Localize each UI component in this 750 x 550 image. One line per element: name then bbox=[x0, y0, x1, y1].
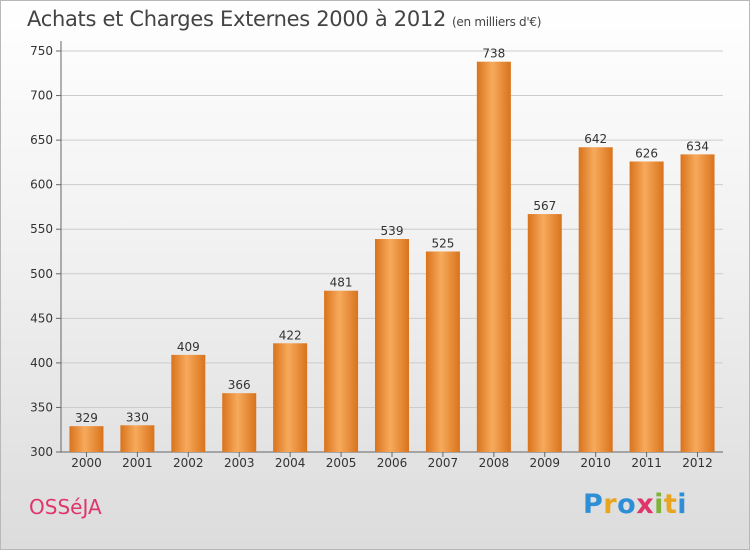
data-label: 567 bbox=[533, 199, 556, 213]
chart-unit: (en milliers d'€) bbox=[452, 15, 542, 29]
x-tick-label: 2008 bbox=[479, 456, 510, 470]
commune-name: OSSéJA bbox=[29, 495, 102, 519]
x-tick-label: 2005 bbox=[326, 456, 357, 470]
data-label: 366 bbox=[228, 378, 251, 392]
data-label: 642 bbox=[584, 132, 607, 146]
y-tick-label: 300 bbox=[30, 445, 53, 459]
y-tick-label: 600 bbox=[30, 178, 53, 192]
data-label: 539 bbox=[381, 224, 404, 238]
data-label: 330 bbox=[126, 410, 149, 424]
data-label: 329 bbox=[75, 411, 98, 425]
x-tick-label: 2009 bbox=[529, 456, 560, 470]
y-tick-label: 700 bbox=[30, 89, 53, 103]
bar-2007 bbox=[425, 251, 460, 452]
data-label: 409 bbox=[177, 340, 200, 354]
x-tick-label: 2000 bbox=[71, 456, 102, 470]
x-tick-label: 2003 bbox=[224, 456, 255, 470]
x-tick-label: 2007 bbox=[428, 456, 459, 470]
y-tick-label: 350 bbox=[30, 400, 53, 414]
proxiti-logo-letter: t bbox=[663, 489, 678, 520]
x-tick-label: 2001 bbox=[122, 456, 153, 470]
bar-2000 bbox=[69, 426, 104, 452]
y-tick-label: 650 bbox=[30, 133, 53, 147]
proxiti-logo-letter: x bbox=[636, 489, 655, 520]
x-tick-label: 2004 bbox=[275, 456, 306, 470]
data-label: 626 bbox=[635, 146, 658, 160]
y-tick-label: 450 bbox=[30, 311, 53, 325]
proxiti-logo-letter: r bbox=[603, 489, 618, 520]
labels: 300 350 400 450 500 550 600 650 700 750 2000 329 200… bbox=[30, 44, 713, 470]
proxiti-logo-letter: P bbox=[583, 489, 604, 520]
proxiti-logo: Proxiti bbox=[583, 489, 687, 520]
y-tick-label: 500 bbox=[30, 267, 53, 281]
y-tick-label: 400 bbox=[30, 356, 53, 370]
bar-2010 bbox=[578, 147, 613, 453]
chart-title: Achats et Charges Externes 2000 à 2012 (e… bbox=[27, 7, 541, 31]
chart-title-text: Achats et Charges Externes 2000 à 2012 bbox=[27, 7, 447, 31]
x-tick-label: 2010 bbox=[580, 456, 611, 470]
data-label: 422 bbox=[279, 328, 302, 342]
y-tick-label: 750 bbox=[30, 44, 53, 58]
bar-2005 bbox=[324, 290, 359, 452]
data-label: 634 bbox=[686, 139, 709, 153]
data-label: 525 bbox=[431, 237, 454, 251]
y-tick-label: 550 bbox=[30, 222, 53, 236]
bar-2008 bbox=[476, 61, 511, 453]
bar-2002 bbox=[171, 354, 206, 452]
data-label: 481 bbox=[330, 276, 353, 290]
bar-2009 bbox=[527, 214, 562, 452]
bar-2001 bbox=[120, 425, 155, 452]
x-tick-label: 2012 bbox=[682, 456, 713, 470]
data-label: 738 bbox=[482, 47, 505, 61]
proxiti-logo-letter: i bbox=[654, 489, 664, 520]
bars bbox=[69, 61, 715, 453]
x-tick-label: 2011 bbox=[631, 456, 662, 470]
bar-2006 bbox=[375, 239, 409, 452]
x-tick-label: 2002 bbox=[173, 456, 204, 470]
bar-2003 bbox=[222, 393, 257, 452]
proxiti-logo-letter: o bbox=[617, 489, 637, 520]
bar-2012 bbox=[680, 154, 715, 452]
bar-2004 bbox=[273, 343, 308, 452]
bar-2011 bbox=[629, 161, 664, 452]
proxiti-logo-letter: i bbox=[677, 489, 688, 520]
x-tick-label: 2006 bbox=[377, 456, 408, 470]
